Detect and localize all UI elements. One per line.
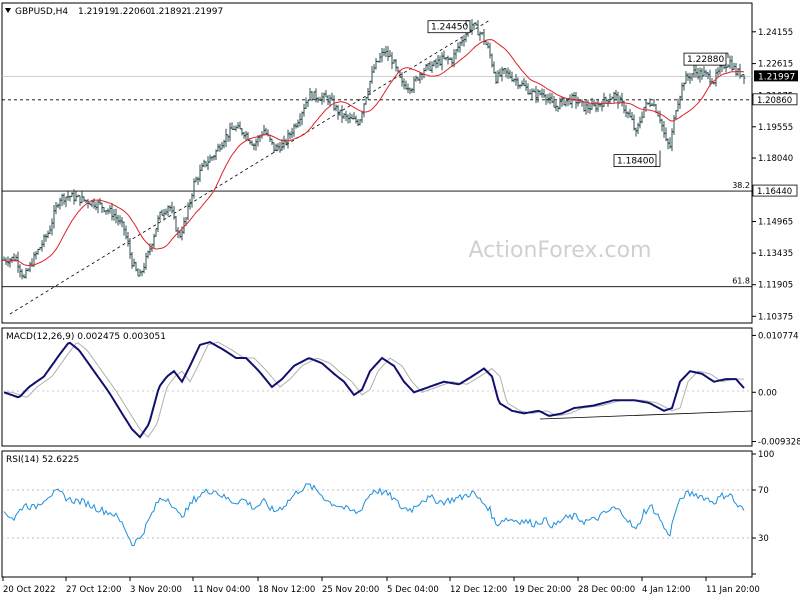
time-tick-label: 3 Nov 20:00	[130, 585, 182, 595]
rsi-line	[3, 483, 745, 547]
macd-support-line	[539, 410, 753, 420]
annotation-label: 1.22880	[687, 55, 724, 65]
time-tick-label: 28 Dec 00:00	[578, 585, 635, 595]
level-tag	[752, 184, 798, 197]
time-tick-label: 11 Jan 20:00	[706, 585, 760, 595]
time-tick-label: 12 Dec 12:00	[450, 585, 507, 595]
current-price-tag	[754, 70, 798, 82]
rsi-tick-label: 70	[758, 486, 769, 496]
price-annotations: 1.24450 1.22880 1.18400	[427, 20, 729, 168]
macd-tick-label: 0.010774	[758, 331, 799, 341]
time-tick-label: 19 Dec 20:00	[514, 585, 571, 595]
price-tick-label: 1.22615	[758, 60, 793, 70]
annotation-box	[427, 20, 471, 34]
time-tick-label: 5 Dec 04:00	[387, 585, 439, 595]
annotation-box	[613, 154, 657, 168]
annotation-label: 1.18400	[617, 157, 654, 167]
price-tick-label: 1.19555	[758, 123, 793, 133]
macd-tick-label: 0.00	[758, 388, 777, 398]
trendline	[9, 19, 491, 315]
rsi-panel-frame	[1, 450, 753, 578]
moving-average-line	[3, 39, 745, 267]
symbol-label: GBPUSD,H4	[15, 7, 68, 17]
time-tick-label: 4 Jan 12:00	[642, 585, 690, 595]
triangle-down-icon	[5, 8, 11, 13]
time-tick-label: 27 Oct 12:00	[66, 585, 121, 595]
annotation-label: 1.24450	[431, 23, 468, 33]
price-tick-label: 1.18040	[758, 154, 793, 164]
time-tick-label: 25 Nov 20:00	[322, 585, 379, 595]
time-tick-label: 18 Nov 12:00	[258, 585, 315, 595]
time-tick-label: 11 Nov 04:00	[193, 585, 250, 595]
rsi-axis: 100 70 30	[2, 450, 774, 575]
macd-line	[3, 341, 745, 439]
price-tick-label: 1.24155	[758, 28, 793, 38]
level-label: 1.20860	[757, 96, 792, 106]
macd-axis: 0.010774 0.00 -0.009328	[752, 331, 800, 448]
time-axis: 20 Oct 2022 27 Oct 12:00 3 Nov 20:00 11 Nov…	[2, 577, 760, 595]
ohlc-high: 1.22060	[114, 7, 151, 17]
price-tick-label: 1.13435	[758, 249, 793, 259]
level-tag	[752, 93, 798, 106]
ohlc-open: 1.21919	[78, 7, 115, 17]
macd-panel-frame	[1, 327, 753, 447]
rsi-tick-label: 100	[758, 450, 774, 460]
price-tick-label: 1.14965	[758, 218, 793, 228]
annotation-box	[683, 52, 727, 66]
price-panel-frame	[1, 2, 753, 324]
current-price-label: 1.21997	[758, 72, 795, 82]
ohlc-low: 1.21892	[150, 7, 187, 17]
price-tick-label: 1.11905	[758, 281, 793, 291]
rsi-label: RSI(14) 52.6225	[6, 455, 79, 465]
fib-tag: 61.8	[732, 277, 750, 286]
macd-label: MACD(12,26,9) 0.002475 0.003051	[6, 332, 166, 342]
level-label: 1.16440	[757, 187, 792, 197]
fib-tag: 38.2	[732, 181, 750, 190]
time-tick-label: 20 Oct 2022	[3, 585, 56, 595]
level-lines: 1.20860 1.16440 38.2 61.8	[2, 75, 798, 288]
rsi-tick-label: 30	[758, 534, 769, 544]
macd-tick-label: -0.009328	[758, 438, 800, 448]
ohlc-close: 1.21997	[186, 7, 223, 17]
watermark: ActionForex.com	[469, 238, 652, 263]
price-tick-label: 1.10375	[758, 312, 793, 322]
